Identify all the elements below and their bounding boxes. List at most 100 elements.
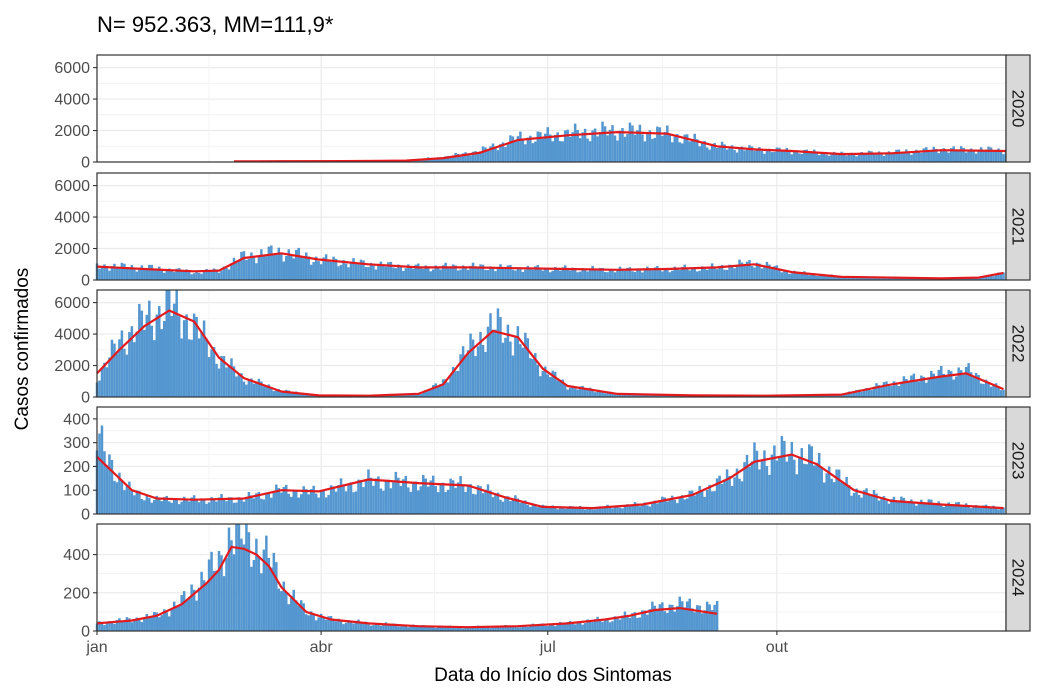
case-bar <box>596 506 599 514</box>
case-bar <box>100 622 104 631</box>
case-bar <box>150 325 154 397</box>
case-bar <box>974 372 978 397</box>
case-bar <box>516 136 520 162</box>
case-bar <box>974 277 978 280</box>
case-bar <box>586 138 589 162</box>
case-bar <box>499 317 502 397</box>
case-bar <box>98 268 101 280</box>
case-bar <box>815 462 818 514</box>
case-bar <box>725 269 729 280</box>
case-bar <box>857 153 861 162</box>
case-bar <box>775 147 779 162</box>
case-bar <box>190 339 193 397</box>
case-bar <box>449 478 452 514</box>
case-bar <box>526 504 530 514</box>
case-bar <box>100 425 104 514</box>
case-bar <box>309 489 313 514</box>
case-bar <box>738 148 741 162</box>
case-bar <box>419 394 422 397</box>
case-bar <box>551 505 554 514</box>
case-bar <box>785 147 789 162</box>
case-bar <box>927 499 931 514</box>
case-bar <box>334 491 338 514</box>
case-bar <box>506 144 510 162</box>
case-bar <box>185 314 188 397</box>
case-bar <box>431 385 435 397</box>
case-bar <box>927 278 931 280</box>
case-bar <box>434 265 437 280</box>
case-bar <box>915 505 918 514</box>
case-bar <box>651 270 654 280</box>
case-bar <box>636 503 639 514</box>
case-bar <box>309 394 313 397</box>
case-bar <box>212 570 216 631</box>
case-bar <box>568 387 572 397</box>
case-bar <box>842 482 846 514</box>
case-bar <box>167 501 171 514</box>
case-bar <box>870 495 873 514</box>
case-bar <box>1002 154 1005 162</box>
case-bar <box>663 497 667 514</box>
case-bar <box>302 393 305 397</box>
case-bar <box>623 394 627 397</box>
case-bar <box>611 508 614 514</box>
case-bar <box>608 129 612 162</box>
case-bar <box>429 480 432 514</box>
case-bar <box>200 571 203 631</box>
case-bar <box>322 490 325 514</box>
case-bar <box>436 385 440 397</box>
case-bar <box>641 134 644 162</box>
case-bar <box>668 134 672 162</box>
case-bar <box>118 472 121 514</box>
case-bar <box>324 619 328 631</box>
case-bar <box>270 567 273 631</box>
case-bar <box>516 326 520 397</box>
case-bar <box>648 394 652 397</box>
case-bar <box>519 268 522 280</box>
case-bar <box>265 535 268 631</box>
case-bar <box>850 392 853 397</box>
case-bar <box>987 507 990 514</box>
case-bar <box>760 461 764 514</box>
case-bar <box>379 488 383 514</box>
case-bar <box>695 605 699 631</box>
case-bar <box>526 137 530 162</box>
case-bar <box>875 493 878 514</box>
case-bar <box>805 464 809 514</box>
case-bar <box>882 496 886 514</box>
case-bar <box>140 621 144 631</box>
case-bar <box>897 278 901 280</box>
case-bar <box>795 150 799 162</box>
case-bar <box>867 388 871 397</box>
case-bar <box>180 595 183 631</box>
case-bar <box>190 497 193 514</box>
case-bar <box>840 151 843 162</box>
case-bar <box>790 154 794 162</box>
case-bar <box>693 612 696 631</box>
case-bar <box>297 393 300 397</box>
case-bar <box>653 500 657 514</box>
case-bar <box>459 269 462 280</box>
case-bar <box>205 582 208 631</box>
case-bar <box>250 378 253 397</box>
moving-average-line <box>96 545 718 629</box>
case-bar <box>123 263 126 280</box>
case-bar <box>280 252 283 280</box>
case-bar <box>506 265 510 280</box>
case-bar <box>484 351 487 397</box>
case-bar <box>984 275 988 280</box>
case-bar <box>900 278 903 280</box>
panel-2021: 0 2000 4000 6000 2021 <box>54 172 1031 290</box>
case-bar <box>160 329 163 397</box>
case-bar <box>419 267 422 280</box>
case-bar <box>516 267 520 280</box>
case-bar <box>429 626 432 631</box>
case-bar <box>855 390 858 397</box>
case-bar <box>676 606 679 631</box>
case-bar <box>556 268 559 280</box>
case-bar <box>735 264 739 280</box>
case-bar <box>638 124 642 162</box>
case-bar <box>539 376 542 397</box>
case-bar <box>887 503 891 514</box>
case-bar <box>693 495 696 514</box>
